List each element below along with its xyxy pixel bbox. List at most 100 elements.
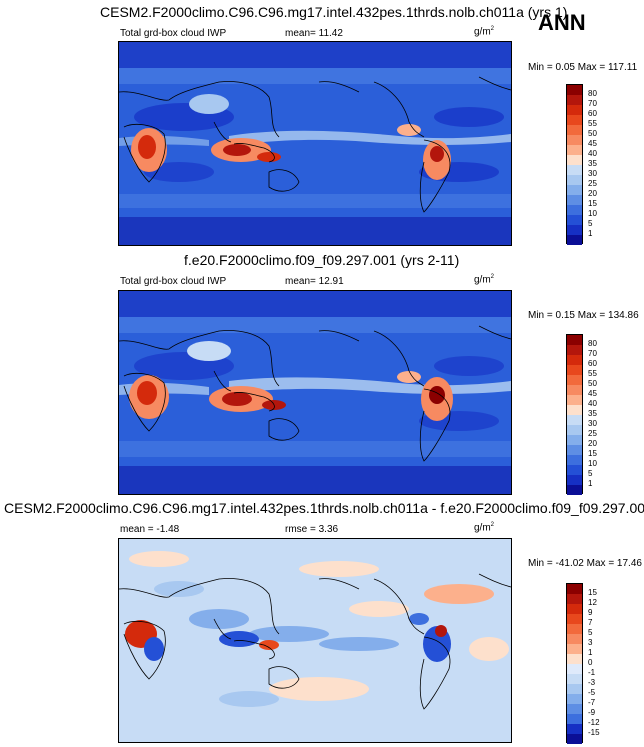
- panel1-colorbar-tick-label: 60: [588, 109, 597, 118]
- panel1-colorbar-swatch: [567, 105, 582, 115]
- panel1-minmax: Min = 0.05 Max = 117.11: [528, 62, 638, 73]
- panel2-colorbar-tick-label: 45: [588, 389, 597, 398]
- panel2-colorbar-tick-label: 25: [588, 429, 597, 438]
- panel3-units: g/m2: [474, 522, 495, 534]
- panel2-colorbar-tick-label: 10: [588, 459, 597, 468]
- panel2-colorbar-swatch: [567, 465, 582, 475]
- panel2-colorbar-tick-label: 60: [588, 359, 597, 368]
- panel2-mean: mean= 12.91: [285, 276, 344, 287]
- panel2-colorbar-swatch: [567, 375, 582, 385]
- panel3-colorbar-tick-label: -3: [588, 678, 596, 687]
- panel1-colorbar-tick-label: 30: [588, 169, 597, 178]
- panel2-colorbar-swatch: [567, 455, 582, 465]
- panel3-colorbar-tick-label: -15: [588, 728, 600, 737]
- panel3-rmse: rmse = 3.36: [285, 524, 339, 535]
- panel2-colorbar-tick-label: 5: [588, 469, 593, 478]
- panel3-colorbar-tick-label: 7: [588, 618, 593, 627]
- panel2-colorbar-tick-label: 20: [588, 439, 597, 448]
- panel1-colorbar-swatch: [567, 125, 582, 135]
- panel3-colorbar-swatch: [567, 654, 582, 664]
- panel2-minmax: Min = 0.15 Max = 134.86: [528, 310, 639, 321]
- panel3-colorbar-swatch: [567, 664, 582, 674]
- panel2-colorbar-tick-label: 80: [588, 339, 597, 348]
- panel2-colorbar-swatch: [567, 415, 582, 425]
- panel3-colorbar-tick-label: -7: [588, 698, 596, 707]
- panel3-colorbar-tick-label: 3: [588, 638, 593, 647]
- panel3-colorbar-tick-label: 15: [588, 588, 597, 597]
- panel3-colorbar-swatch: [567, 694, 582, 704]
- panel3-colorbar-tick-label: -9: [588, 708, 596, 717]
- panel2-colorbar-tick-label: 70: [588, 349, 597, 358]
- panel1-colorbar-tick-label: 1: [588, 229, 593, 238]
- panel2-colorbar-swatch: [567, 365, 582, 375]
- panel2-variable: Total grd-box cloud IWP: [120, 276, 227, 287]
- panel3-colorbar-swatch: [567, 684, 582, 694]
- panel1-mean: mean= 11.42: [285, 28, 343, 39]
- panel1-colorbar-swatch: [567, 115, 582, 125]
- panel2-units: g/m2: [474, 274, 495, 286]
- panel2-colorbar-swatch: [567, 395, 582, 405]
- panel2-colorbar-swatch: [567, 335, 582, 345]
- panel2-colorbar-swatch: [567, 385, 582, 395]
- panel1-colorbar-tick-label: 55: [588, 119, 597, 128]
- panel1-colorbar-swatch: [567, 235, 582, 245]
- panel3-colorbar-tick-label: 12: [588, 598, 597, 607]
- panel2-colorbar-tick-label: 15: [588, 449, 597, 458]
- season-label: ANN: [538, 10, 586, 35]
- panel1-colorbar-swatch: [567, 185, 582, 195]
- panel3-colorbar-swatch: [567, 644, 582, 654]
- panel2-map: [118, 290, 512, 495]
- panel3-colorbar-swatch: [567, 704, 582, 714]
- panel3-colorbar-swatch: [567, 594, 582, 604]
- panel1-colorbar-swatch: [567, 215, 582, 225]
- panel2-colorbar-tick-label: 35: [588, 409, 597, 418]
- panel1-colorbar-swatch: [567, 175, 582, 185]
- panel2-title: f.e20.F2000climo.f09_f09.297.001 (yrs 2-…: [184, 252, 460, 268]
- panel3-colorbar-swatch: [567, 614, 582, 624]
- panel3-title: CESM2.F2000climo.C96.C96.mg17.intel.432p…: [4, 500, 644, 516]
- panel3-colorbar-tick-label: -1: [588, 668, 596, 677]
- panel3-mean: mean = -1.48: [120, 524, 180, 535]
- panel3-colorbar-tick-label: -5: [588, 688, 596, 697]
- panel2-colorbar-swatch: [567, 475, 582, 485]
- panel1-colorbar-tick-label: 25: [588, 179, 597, 188]
- panel2-colorbar-swatch: [567, 355, 582, 365]
- panel3-colorbar-swatch: [567, 724, 582, 734]
- panel3-colorbar-swatch: [567, 584, 582, 594]
- panel3-colorbar-swatch: [567, 714, 582, 724]
- panel1-colorbar-tick-label: 5: [588, 219, 593, 228]
- panel1-variable: Total grd-box cloud IWP: [120, 28, 227, 39]
- panel1-colorbar-swatch: [567, 95, 582, 105]
- panel3-colorbar-tick-label: 5: [588, 628, 593, 637]
- panel1-colorbar-tick-label: 10: [588, 209, 597, 218]
- panel1-colorbar-tick-label: 20: [588, 189, 597, 198]
- panel2-colorbar-swatch: [567, 445, 582, 455]
- panel2-colorbar-swatch: [567, 405, 582, 415]
- panel2-colorbar-tick-label: 55: [588, 369, 597, 378]
- panel1-units: g/m2: [474, 26, 495, 38]
- panel1-colorbar-swatch: [567, 205, 582, 215]
- panel2-colorbar-swatch: [567, 425, 582, 435]
- panel3-colorbar-swatch: [567, 674, 582, 684]
- panel2-colorbar-tick-label: 30: [588, 419, 597, 428]
- panel2-colorbar-tick-label: 1: [588, 479, 593, 488]
- panel1-colorbar-swatch: [567, 225, 582, 235]
- panel3-colorbar-swatch: [567, 624, 582, 634]
- panel2-colorbar-swatch: [567, 485, 582, 495]
- panel3-map: [118, 538, 512, 743]
- panel1-colorbar-tick-label: 50: [588, 129, 597, 138]
- panel1-colorbar-swatch: [567, 135, 582, 145]
- panel3-minmax: Min = -41.02 Max = 17.46: [528, 558, 642, 569]
- panel3-colorbar-tick-label: -12: [588, 718, 600, 727]
- panel1-colorbar-tick-label: 40: [588, 149, 597, 158]
- panel1-colorbar-tick-label: 35: [588, 159, 597, 168]
- panel2-colorbar-tick-label: 50: [588, 379, 597, 388]
- panel3-colorbar-tick-label: 1: [588, 648, 593, 657]
- panel1-colorbar-swatch: [567, 155, 582, 165]
- panel2-colorbar-swatch: [567, 345, 582, 355]
- panel1-colorbar-tick-label: 80: [588, 89, 597, 98]
- panel1-title: CESM2.F2000climo.C96.C96.mg17.intel.432p…: [100, 4, 568, 20]
- panel1-map: [118, 41, 512, 246]
- panel3-colorbar-swatch: [567, 634, 582, 644]
- panel1-colorbar-tick-label: 70: [588, 99, 597, 108]
